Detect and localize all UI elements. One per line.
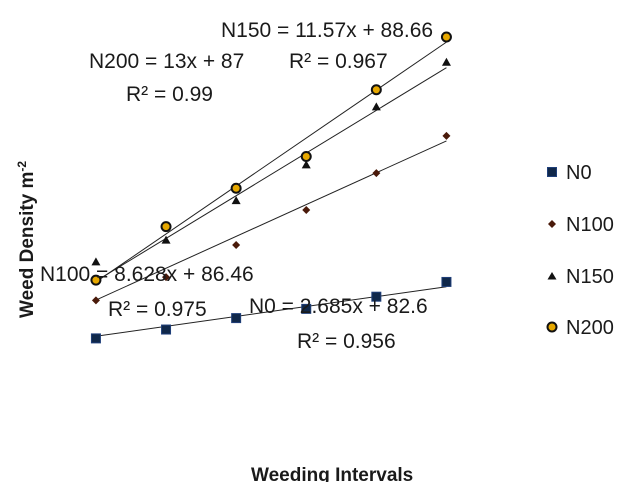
point-n200-3 bbox=[230, 182, 242, 194]
legend-marker-n150 bbox=[547, 272, 557, 280]
point-n150-2 bbox=[161, 235, 171, 244]
point-n100-1 bbox=[91, 296, 100, 305]
point-n200-1 bbox=[90, 274, 102, 286]
legend-label-n150: N150 bbox=[566, 266, 614, 288]
point-n100-4 bbox=[302, 206, 311, 214]
point-n150-1 bbox=[91, 257, 101, 266]
point-n100-3 bbox=[232, 241, 241, 250]
point-n100-5 bbox=[372, 169, 381, 178]
point-n0-3 bbox=[231, 313, 242, 324]
r2-n0: R² = 0.956 bbox=[297, 330, 396, 353]
point-n0-4 bbox=[301, 303, 312, 314]
point-n0-6 bbox=[441, 276, 452, 287]
y-axis-title-base: Weed Density m bbox=[17, 172, 38, 318]
legend-marker-n100 bbox=[548, 220, 556, 228]
trendline-n200 bbox=[95, 41, 447, 283]
point-n100-2 bbox=[162, 273, 171, 282]
legend-marker-n0 bbox=[547, 167, 557, 177]
eq-n200: N200 = 13x + 87 bbox=[89, 50, 244, 73]
legend-item-n200: N200 bbox=[546, 317, 614, 339]
legend-item-n0: N0 bbox=[547, 162, 592, 184]
r2-n200: R² = 0.99 bbox=[126, 83, 213, 106]
legend: N0 N100 N150 N200 bbox=[546, 162, 614, 339]
point-n150-5 bbox=[371, 102, 381, 111]
point-n200-6 bbox=[440, 31, 452, 43]
eq-n100: N100 = 8.628x + 86.46 bbox=[40, 263, 254, 286]
trendlines bbox=[95, 41, 447, 337]
x-axis-title: Weeding Intervals bbox=[251, 465, 413, 482]
point-n150-4 bbox=[301, 160, 311, 169]
point-n150-3 bbox=[231, 196, 241, 205]
data-points bbox=[90, 31, 452, 344]
point-n100-6 bbox=[442, 131, 451, 140]
eq-n0: N0 = 2.685x + 82.6 bbox=[249, 295, 428, 318]
legend-label-n200: N200 bbox=[566, 317, 614, 339]
legend-item-n150: N150 bbox=[547, 266, 614, 288]
legend-marker-n200 bbox=[546, 321, 558, 333]
y-axis-title-sup: -2 bbox=[15, 161, 29, 172]
trendline-n0 bbox=[95, 286, 447, 337]
legend-item-n100: N100 bbox=[548, 214, 614, 236]
point-n150-6 bbox=[441, 57, 451, 66]
y-axis-title: Weed Density m-2 bbox=[15, 161, 38, 318]
r2-n150: R² = 0.967 bbox=[289, 50, 388, 73]
point-n200-2 bbox=[160, 221, 172, 233]
point-n0-5 bbox=[371, 291, 382, 302]
legend-label-n0: N0 bbox=[566, 162, 592, 184]
trendline-n100 bbox=[95, 140, 447, 301]
point-n0-1 bbox=[90, 333, 101, 344]
r2-n100: R² = 0.975 bbox=[108, 298, 207, 321]
trendline-n150 bbox=[95, 67, 447, 282]
point-n0-2 bbox=[161, 324, 172, 335]
point-n200-4 bbox=[300, 151, 312, 163]
legend-label-n100: N100 bbox=[566, 214, 614, 236]
eq-n150: N150 = 11.57x + 88.66 bbox=[221, 19, 433, 42]
point-n200-5 bbox=[370, 84, 382, 96]
